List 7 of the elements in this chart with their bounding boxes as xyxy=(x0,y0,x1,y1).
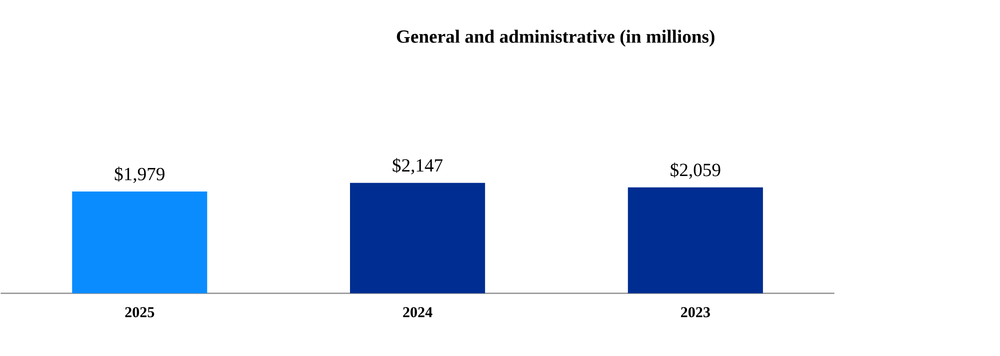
x-tick-label: 2023 xyxy=(681,307,710,318)
x-tick-label: 2025 xyxy=(125,307,154,318)
data-label: $1,979 xyxy=(114,166,164,184)
data-label: $2,147 xyxy=(392,158,443,175)
chart-title: General and administrative (in millions) xyxy=(396,30,714,47)
data-label: $2,059 xyxy=(670,162,720,180)
x-tick-label: 2024 xyxy=(403,307,432,318)
